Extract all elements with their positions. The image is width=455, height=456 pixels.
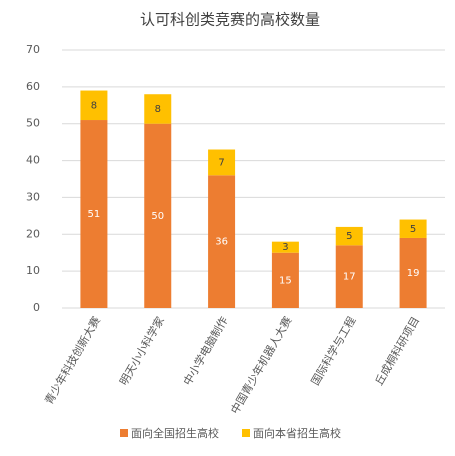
y-tick-label: 30 (26, 190, 40, 203)
value-label: 50 (151, 211, 164, 222)
bar-segment (208, 149, 236, 176)
x-tick-label: 青少年科技创新大赛 (41, 314, 103, 407)
value-label: 15 (279, 275, 292, 286)
y-tick-label: 10 (26, 264, 40, 277)
y-tick-label: 0 (33, 301, 40, 314)
value-label: 51 (88, 209, 101, 220)
legend-label: 面向本省招生高校 (253, 426, 341, 440)
y-tick-label: 60 (26, 80, 40, 93)
bar-segment (208, 175, 236, 308)
y-tick-label: 20 (26, 227, 40, 240)
y-tick-label: 40 (26, 154, 40, 167)
value-label: 7 (218, 157, 224, 168)
value-label: 8 (91, 100, 97, 111)
bar-segment (335, 245, 363, 308)
bar-segment (335, 226, 363, 246)
bar-segment (271, 241, 299, 253)
x-tick-label: 中小学电脑制作 (180, 314, 231, 388)
x-tick-label: 明天小小科学家 (116, 314, 167, 388)
value-label: 5 (410, 224, 416, 235)
value-label: 5 (346, 231, 352, 242)
x-tick-label: 国际科学与工程 (308, 314, 359, 388)
y-tick-label: 70 (26, 43, 40, 56)
bar-segment (144, 94, 172, 124)
bar-segment (271, 252, 299, 308)
bar-segment (399, 237, 427, 308)
legend-swatch (120, 429, 128, 437)
bar-segment (144, 123, 172, 308)
value-label: 3 (282, 242, 288, 253)
x-tick-label: 丘成桐科研项目 (372, 314, 423, 388)
chart-title: 认可科创类竞赛的高校数量 (140, 11, 320, 29)
x-tick-label: 中国青少年机器人大赛 (227, 314, 294, 416)
bar-segment (80, 120, 108, 309)
bar-segment (80, 90, 108, 121)
y-tick-label: 50 (26, 117, 40, 130)
value-label: 19 (407, 268, 420, 279)
value-label: 17 (343, 272, 356, 283)
legend-swatch (242, 429, 250, 437)
bar-segment (399, 219, 427, 238)
value-label: 36 (215, 237, 228, 248)
legend-label: 面向全国招生高校 (131, 426, 219, 440)
value-label: 8 (155, 104, 161, 115)
